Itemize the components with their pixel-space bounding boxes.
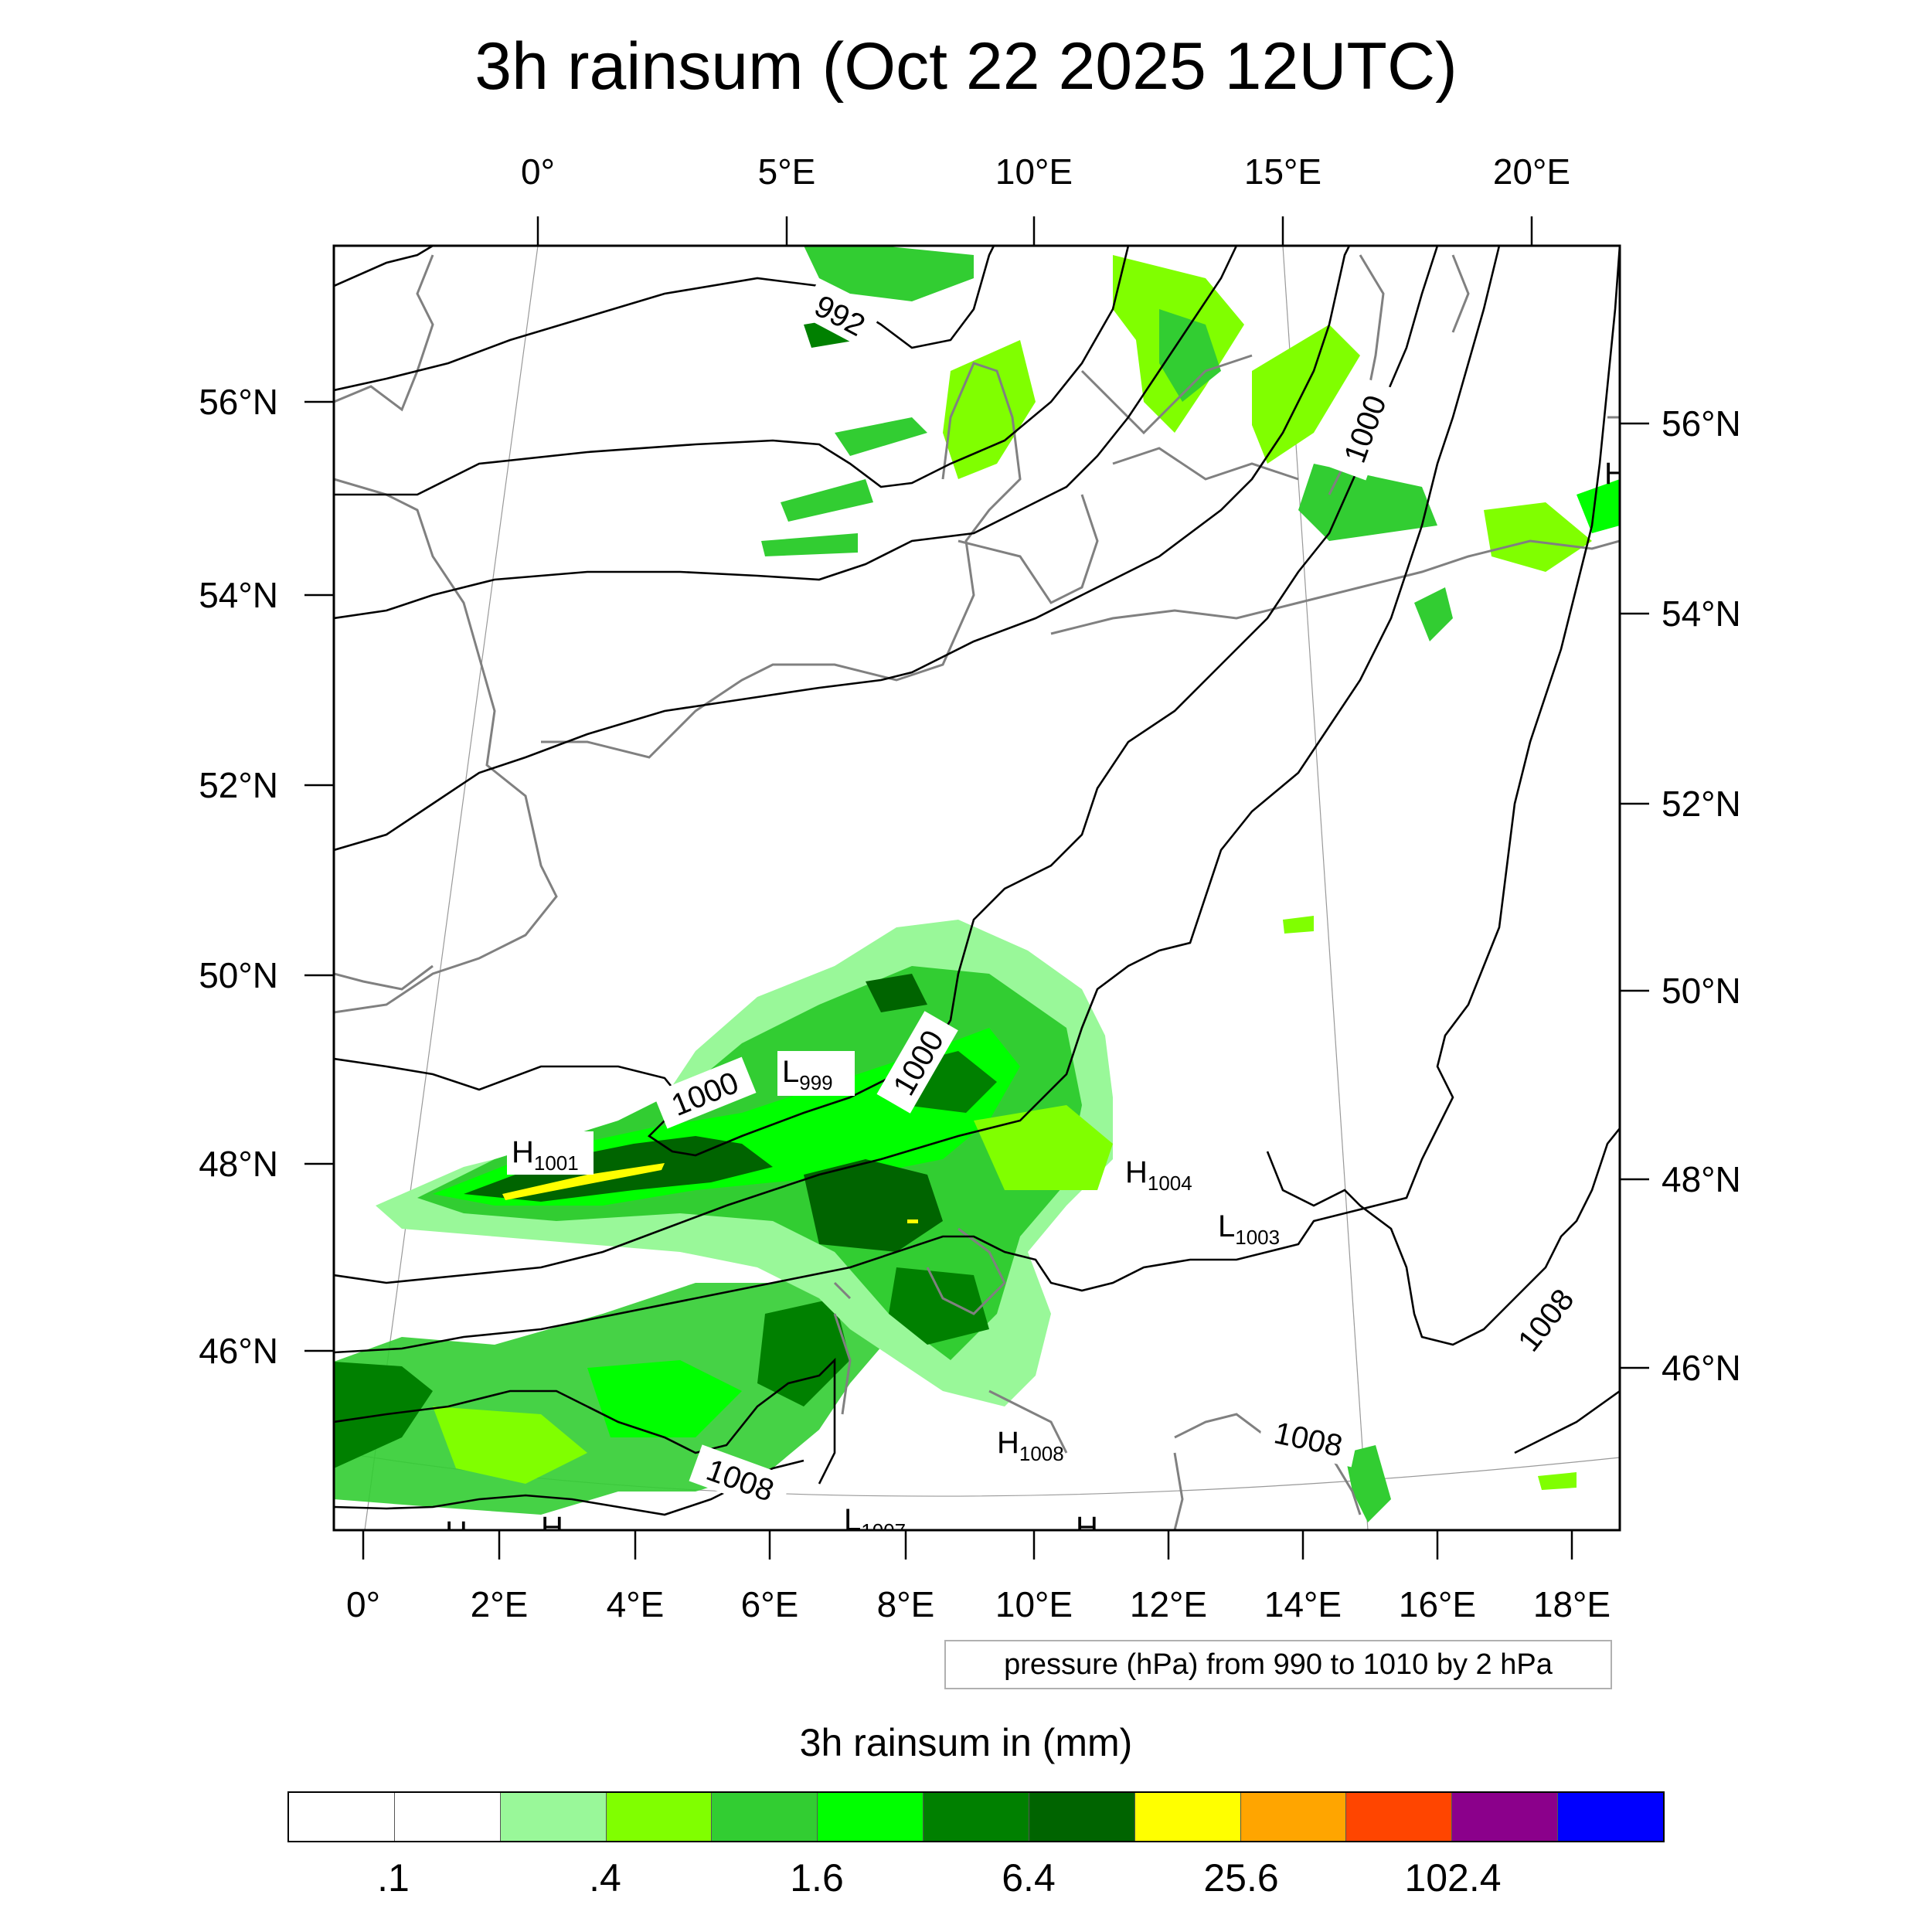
colorbar-box	[394, 1793, 501, 1841]
top-lon-label: 20°E	[1493, 151, 1570, 192]
colorbar-box	[606, 1793, 713, 1841]
bottom-lon-label: 14°E	[1264, 1584, 1342, 1624]
colorbar-label: 6.4	[1002, 1856, 1056, 1900]
bottom-lon-label: 0°	[346, 1584, 380, 1624]
right-lat-label: 56°N	[1662, 403, 1741, 444]
colorbar	[287, 1791, 1665, 1842]
colorbar-box	[1452, 1793, 1559, 1841]
colorbar-box	[500, 1793, 607, 1841]
high-center-1004: H1004	[1125, 1155, 1192, 1195]
colorbar-box	[1240, 1793, 1347, 1841]
left-lat-label: 52°N	[199, 765, 278, 805]
right-lat-label: 48°N	[1662, 1159, 1741, 1199]
left-lat-label: 48°N	[199, 1144, 278, 1184]
map-title: 3h rainsum (Oct 22 2025 12UTC)	[474, 29, 1458, 104]
colorbar-box	[1346, 1793, 1453, 1841]
right-latitude-labels: 56°N 54°N 52°N 50°N 48°N 46°N	[1662, 403, 1741, 1388]
colorbar-box	[712, 1793, 818, 1841]
colorbar-box	[1558, 1793, 1663, 1841]
high-center-south: H1008	[1076, 1511, 1143, 1550]
high-center-southwest: H	[445, 1515, 468, 1549]
colorbar-label: .1	[377, 1856, 410, 1900]
bottom-lon-label: 2°E	[471, 1584, 529, 1624]
high-center-1008: H1008	[997, 1426, 1064, 1465]
left-latitude-labels: 56°N 54°N 52°N 50°N 48°N 46°N	[199, 382, 278, 1371]
top-lon-label: 10°E	[995, 151, 1073, 192]
left-lat-label: 56°N	[199, 382, 278, 422]
right-lat-label: 50°N	[1662, 971, 1741, 1011]
colorbar-box	[1029, 1793, 1135, 1841]
pressure-centers: H1001 L999 H1004 L1003 H1008 L1007 H1008	[445, 457, 1627, 1550]
top-lon-label: 5°E	[758, 151, 816, 192]
colorbar-box	[1134, 1793, 1241, 1841]
left-lat-label: 50°N	[199, 955, 278, 995]
bottom-lon-label: 18°E	[1533, 1584, 1611, 1624]
bottom-lon-label: 12°E	[1130, 1584, 1207, 1624]
right-lat-label: 46°N	[1662, 1348, 1741, 1388]
bottom-longitude-labels: 0° 2°E 4°E 6°E 8°E 10°E 12°E 14°E 16°E 1…	[346, 1584, 1611, 1624]
isobars	[334, 246, 1620, 1516]
bottom-lon-label: 16°E	[1399, 1584, 1476, 1624]
high-center-edge: H	[1604, 457, 1627, 491]
right-lat-label: 52°N	[1662, 784, 1741, 824]
map-area: 992 1000 1000 1000 1008 1008	[334, 246, 1627, 1550]
colorbar-label: 1.6	[790, 1856, 844, 1900]
left-lat-label: 54°N	[199, 575, 278, 615]
contour-label-1008-adriatic: 1008	[1271, 1416, 1345, 1464]
colorbar-box	[818, 1793, 924, 1841]
high-center-1001: H1001	[512, 1135, 579, 1175]
right-lat-label: 54°N	[1662, 594, 1741, 634]
axis-ticks	[304, 216, 1649, 1560]
rain-area-north	[804, 246, 974, 301]
left-lat-label: 46°N	[199, 1331, 278, 1371]
low-center-1007: L1007	[844, 1503, 906, 1543]
colorbar-label: .4	[589, 1856, 621, 1900]
low-center-999: L999	[782, 1055, 833, 1094]
top-longitude-labels: 0° 5°E 10°E 15°E 20°E	[521, 151, 1570, 192]
bottom-lon-label: 8°E	[877, 1584, 935, 1624]
bottom-lon-label: 4°E	[607, 1584, 665, 1624]
bottom-lon-label: 6°E	[741, 1584, 799, 1624]
bottom-lon-label: 10°E	[995, 1584, 1073, 1624]
colorbar-label: 25.6	[1203, 1856, 1279, 1900]
top-lon-label: 15°E	[1244, 151, 1321, 192]
map-frame	[332, 244, 1621, 1532]
top-lon-label: 0°	[521, 151, 555, 192]
colorbar-box	[289, 1793, 395, 1841]
colorbar-label: 102.4	[1404, 1856, 1502, 1900]
colorbar-box	[923, 1793, 1029, 1841]
colorbar-title: 3h rainsum in (mm)	[799, 1721, 1133, 1764]
contour-info-box: pressure (hPa) from 990 to 1010 by 2 hPa	[944, 1640, 1612, 1689]
high-center-southwest-2: H	[541, 1511, 563, 1545]
low-center-1003: L1003	[1218, 1209, 1280, 1249]
